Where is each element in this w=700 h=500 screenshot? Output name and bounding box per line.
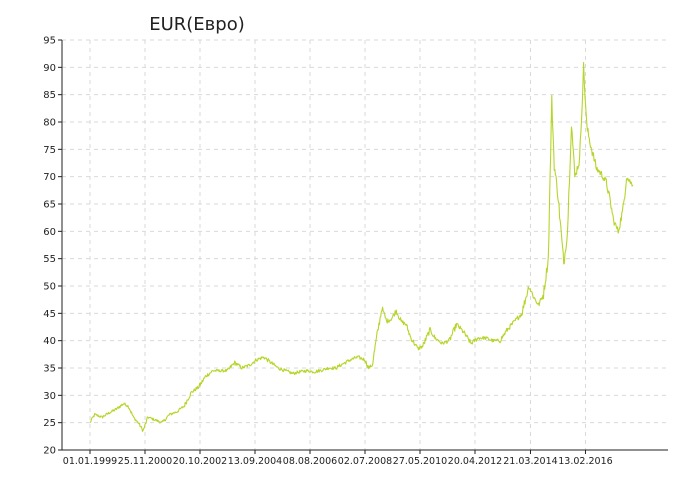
axis-layer xyxy=(61,40,668,451)
y-tick-label: 40 xyxy=(43,336,56,347)
x-tick-label: 21.03.2014 xyxy=(503,456,557,467)
y-tick-label: 80 xyxy=(43,118,56,129)
y-tick-label: 45 xyxy=(43,309,56,320)
x-tick-label: 20.10.2002 xyxy=(173,456,227,467)
x-tick-label: 08.08.2006 xyxy=(283,456,337,467)
x-tick-label: 13.09.2004 xyxy=(228,456,282,467)
series-line xyxy=(90,62,634,432)
y-tick-label: 70 xyxy=(43,172,56,183)
y-tick-label: 20 xyxy=(43,446,56,457)
y-tick-label: 30 xyxy=(43,391,56,402)
y-tick-label: 60 xyxy=(43,227,56,238)
y-tick-label: 35 xyxy=(43,364,56,375)
y-axis-ticks: 20 25 30 35 40 45 50 55 60 65 70 75 80 85 90 95 xyxy=(43,36,62,457)
x-tick-label: 01.01.1999 xyxy=(63,456,117,467)
y-tick-label: 95 xyxy=(43,36,56,47)
x-tick-label: 20.04.2012 xyxy=(448,456,502,467)
y-tick-label: 50 xyxy=(43,282,56,293)
y-tick-label: 65 xyxy=(43,200,56,211)
chart-title: EUR(Евро) xyxy=(149,14,245,35)
grid-layer xyxy=(62,39,668,450)
x-tick-label: 27.05.2010 xyxy=(393,456,447,467)
y-tick-label: 25 xyxy=(43,418,56,429)
y-tick-label: 85 xyxy=(43,90,56,101)
series-layer xyxy=(90,62,634,432)
x-tick-label: 02.07.2008 xyxy=(338,456,392,467)
x-axis-ticks: 01.01.1999 25.11.2000 20.10.2002 13.09.2004… xyxy=(63,450,613,467)
y-tick-label: 90 xyxy=(43,63,56,74)
x-tick-label: 25.11.2000 xyxy=(118,456,172,467)
y-tick-label: 75 xyxy=(43,145,56,156)
y-tick-label: 55 xyxy=(43,254,56,265)
x-tick-label: 13.02.2016 xyxy=(558,456,612,467)
